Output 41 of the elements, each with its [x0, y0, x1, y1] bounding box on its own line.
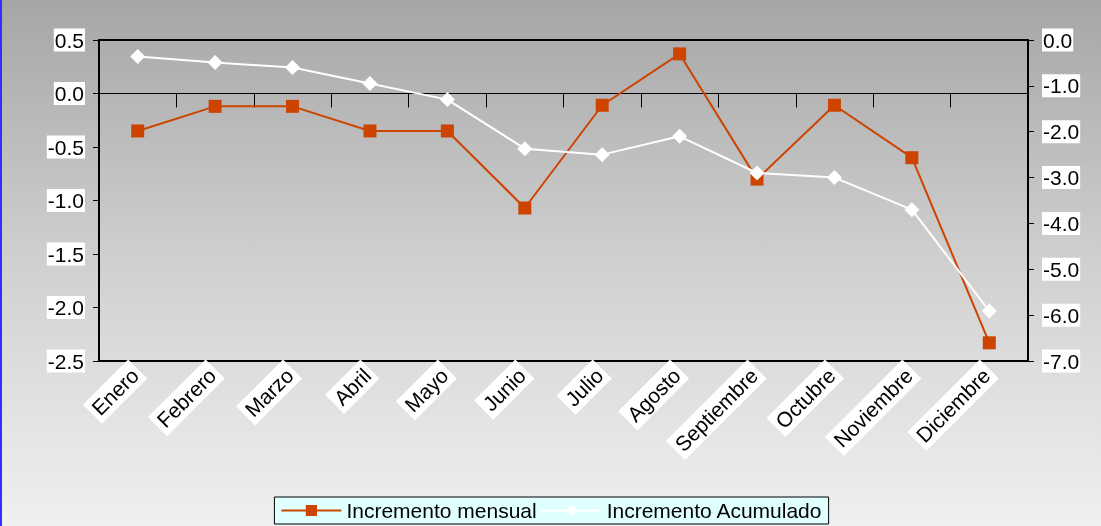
y-tick-label: -2.0: [47, 296, 84, 319]
point: [594, 147, 610, 163]
y2-tick-label: 0.0: [1043, 28, 1073, 52]
point: [439, 92, 455, 108]
point: [440, 124, 454, 138]
y2-tick-label: -6.0: [1043, 303, 1080, 327]
point: [595, 98, 609, 112]
point: [827, 98, 841, 112]
point: [904, 202, 920, 218]
y2-tick-label: -7.0: [1043, 349, 1080, 373]
point: [672, 128, 688, 144]
y-tick-label: 0.0: [54, 82, 84, 105]
y-tick-label: 0.5: [54, 28, 84, 52]
point: [517, 141, 533, 157]
legend-label: Incremento mensual: [346, 499, 537, 522]
point: [363, 124, 377, 138]
y-tick-label: -1.5: [47, 242, 84, 266]
point: [826, 170, 842, 186]
point: [131, 124, 145, 138]
legend-label: Incremento Acumulado: [606, 499, 822, 522]
point: [208, 99, 222, 113]
y2-tick-label: -4.0: [1043, 211, 1080, 235]
point: [905, 151, 919, 165]
y2-tick-label: -2.0: [1043, 120, 1080, 144]
point: [362, 76, 378, 92]
point: [207, 54, 223, 70]
x-tick-label: Julio: [560, 363, 608, 411]
y2-tick-label: -5.0: [1043, 257, 1080, 281]
point: [130, 49, 146, 65]
y2-tick-label: -1.0: [1043, 74, 1080, 98]
point: [673, 47, 687, 61]
y-tick-label: -1.0: [47, 189, 84, 212]
point: [981, 303, 997, 319]
y2-tick-label: -3.0: [1043, 166, 1080, 190]
point: [518, 201, 532, 215]
y-tick-label: -2.5: [47, 349, 84, 373]
y-tick-label: -0.5: [47, 135, 84, 159]
point: [286, 99, 300, 113]
point: [285, 60, 301, 76]
point: [749, 165, 765, 181]
point: [982, 336, 996, 350]
